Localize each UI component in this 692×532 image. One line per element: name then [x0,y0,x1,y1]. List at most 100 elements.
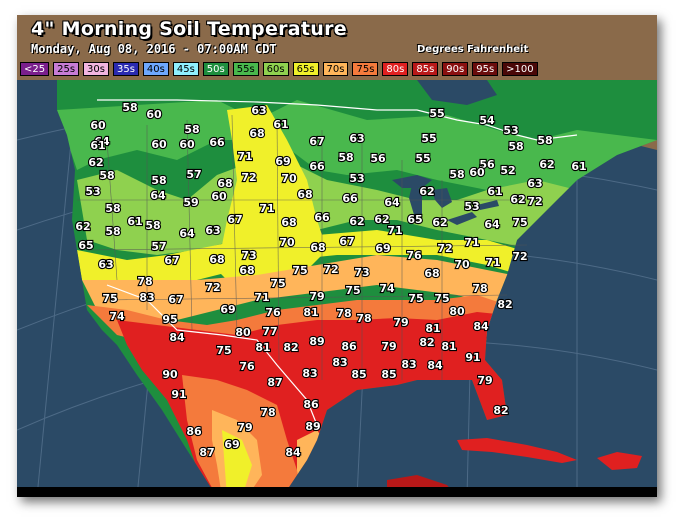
temperature-label: 71 [464,236,479,249]
legend-swatch: 45s [172,62,199,76]
temperature-label: 80 [235,326,251,339]
temperature-label: 79 [381,340,396,353]
temperature-label: 66 [309,160,325,173]
temperature-label: 86 [341,340,357,353]
temperature-label: 78 [356,312,371,325]
legend-swatch: 80s [382,62,409,76]
temperature-label: 84 [473,320,489,333]
legend-swatch: <25 [20,62,50,76]
temperature-label: 57 [186,168,201,181]
temperature-label: 56 [370,152,386,165]
cuba [457,438,577,463]
temperature-label: 63 [349,132,364,145]
legend-swatch: 85s [412,62,439,76]
temperature-label: 83 [332,356,347,369]
temperature-label: 75 [345,284,360,297]
legend-swatch: 25s [53,62,80,76]
temperature-label: 78 [260,406,275,419]
temperature-label: 82 [493,404,508,417]
temperature-label: 75 [408,292,423,305]
temperature-label: 64 [94,135,110,148]
temperature-label: 65 [78,239,93,252]
temperature-label: 61 [127,215,142,228]
temperature-label: 85 [351,368,366,381]
temperature-label: 62 [88,156,103,169]
temperature-label: 76 [265,306,281,319]
temperature-label: 72 [205,281,220,294]
temperature-label: 83 [401,358,416,371]
temperature-label: 79 [477,374,492,387]
temperature-label: 91 [171,388,186,401]
temperature-label: 68 [209,253,224,266]
temperature-label: 68 [239,264,254,277]
legend-swatch: 75s [352,62,379,76]
temperature-label: 61 [571,160,586,173]
temperature-label: 87 [267,376,282,389]
temperature-label: 63 [98,258,113,271]
temperature-label: 67 [164,254,179,267]
temperature-label: 73 [354,266,369,279]
bottom-bar [17,487,657,497]
temperature-label: 91 [465,351,480,364]
temperature-label: 87 [199,446,214,459]
temperature-label: 52 [500,164,515,177]
map-frame: 4" Morning Soil Temperature Monday, Aug … [17,15,657,497]
temperature-label: 75 [216,344,231,357]
temperature-label: 64 [384,196,400,209]
temperature-label: 72 [323,263,338,276]
temperature-label: 64 [484,218,500,231]
temperature-label: 63 [251,104,266,117]
temperature-label: 73 [241,249,256,262]
legend-swatch: >100 [502,62,538,76]
temperature-label: 58 [151,174,166,187]
borders [97,99,578,426]
temperature-label: 55 [421,132,436,145]
temperature-label: 64 [179,227,195,240]
temperature-label: 61 [90,139,105,152]
legend-swatch: 65s [292,62,319,76]
temperature-label: 71 [237,150,252,163]
temperature-label: 72 [527,195,542,208]
temperature-label: 84 [169,331,185,344]
state-lines [77,114,528,380]
temperature-label: 54 [479,114,495,127]
temperature-label: 58 [145,219,160,232]
temperature-label: 67 [309,135,324,148]
legend-swatch: 30s [83,62,109,76]
temperature-label: 62 [539,158,554,171]
temperature-label: 76 [239,360,255,373]
temperature-label: 63 [527,177,542,190]
temperature-label: 74 [379,282,395,295]
legend-swatch: 35s [112,62,139,76]
temperature-label: 78 [472,282,487,295]
temperature-label: 58 [184,123,199,136]
temperature-label: 66 [314,211,330,224]
temperature-label: 84 [427,359,443,372]
temperature-label: 81 [441,340,456,353]
temperature-label: 58 [105,225,120,238]
temperature-label: 90 [162,368,178,381]
temperature-label: 59 [183,196,198,209]
temperature-label: 53 [503,124,518,137]
temperature-label: 60 [90,119,106,132]
temperature-label: 95 [162,313,177,326]
temperature-label: 71 [254,291,269,304]
temperature-label: 62 [374,213,389,226]
temperature-label: 79 [237,421,252,434]
temperature-label: 75 [434,292,449,305]
temperature-label: 55 [415,152,430,165]
temperature-label: 75 [512,216,527,229]
temperature-label: 86 [186,425,202,438]
hudson-bay [417,80,497,105]
temperature-label: 58 [99,169,114,182]
temperature-label: 89 [305,420,320,433]
temperature-label: 53 [464,200,479,213]
temperature-label: 68 [281,216,296,229]
temperature-label: 68 [297,188,312,201]
temperature-label: 84 [285,446,301,459]
legend-swatch: 70s [322,62,349,76]
temperature-label: 82 [497,298,512,311]
temperature-label: 67 [227,213,242,226]
temperature-label: 57 [151,240,166,253]
temperature-label: 89 [309,335,324,348]
